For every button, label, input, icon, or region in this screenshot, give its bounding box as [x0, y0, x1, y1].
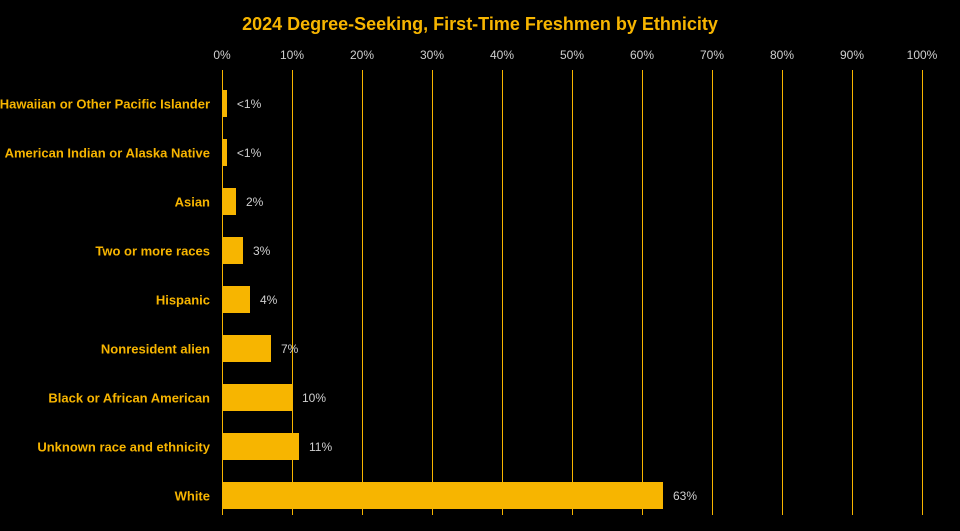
bar-value-label: <1%	[237, 97, 261, 111]
plot-area: <1% <1% 2% 3% 4% 7% 10% 11% 63%	[222, 70, 922, 515]
bar-row: 2%	[222, 188, 922, 215]
bar	[222, 286, 250, 313]
x-tick-label: 10%	[280, 48, 304, 62]
bar-value-label: 4%	[260, 293, 277, 307]
x-tick-label: 90%	[840, 48, 864, 62]
bar-value-label: 11%	[309, 440, 332, 454]
ethnicity-bar-chart: 2024 Degree-Seeking, First-Time Freshmen…	[0, 0, 960, 531]
x-tick-label: 80%	[770, 48, 794, 62]
bar-row: 4%	[222, 286, 922, 313]
x-tick-label: 60%	[630, 48, 654, 62]
y-axis-label: Native Hawaiian or Other Pacific Islande…	[0, 96, 210, 111]
y-axis-label: Two or more races	[95, 243, 210, 258]
bar	[222, 482, 663, 509]
x-tick-label: 100%	[907, 48, 938, 62]
bar	[222, 384, 292, 411]
bar	[222, 237, 243, 264]
bar-row: <1%	[222, 139, 922, 166]
y-axis-label: Unknown race and ethnicity	[37, 439, 210, 454]
bar-value-label: 7%	[281, 342, 298, 356]
x-tick-label: 30%	[420, 48, 444, 62]
bar	[222, 90, 227, 117]
bar-value-label: 10%	[302, 391, 326, 405]
x-tick-label: 20%	[350, 48, 374, 62]
bar	[222, 188, 236, 215]
bar-row: <1%	[222, 90, 922, 117]
bar	[222, 139, 227, 166]
y-axis-label: American Indian or Alaska Native	[5, 145, 210, 160]
y-axis-label: Hispanic	[156, 292, 210, 307]
y-axis-label: Nonresident alien	[101, 341, 210, 356]
bar-value-label: 2%	[246, 195, 263, 209]
bar	[222, 433, 299, 460]
x-tick-label: 40%	[490, 48, 514, 62]
bar-value-label: 3%	[253, 244, 270, 258]
y-axis-label: Black or African American	[48, 390, 210, 405]
bar-row: 11%	[222, 433, 922, 460]
bar-row: 3%	[222, 237, 922, 264]
bar-row: 7%	[222, 335, 922, 362]
y-axis-label: Asian	[175, 194, 210, 209]
x-tick-label: 0%	[213, 48, 230, 62]
bar-value-label: <1%	[237, 146, 261, 160]
grid-line	[922, 70, 923, 515]
bar-row: 10%	[222, 384, 922, 411]
bar	[222, 335, 271, 362]
x-tick-label: 50%	[560, 48, 584, 62]
x-tick-label: 70%	[700, 48, 724, 62]
y-axis-label: White	[175, 488, 210, 503]
chart-title: 2024 Degree-Seeking, First-Time Freshmen…	[0, 14, 960, 35]
bar-value-label: 63%	[673, 489, 697, 503]
bar-row: 63%	[222, 482, 922, 509]
